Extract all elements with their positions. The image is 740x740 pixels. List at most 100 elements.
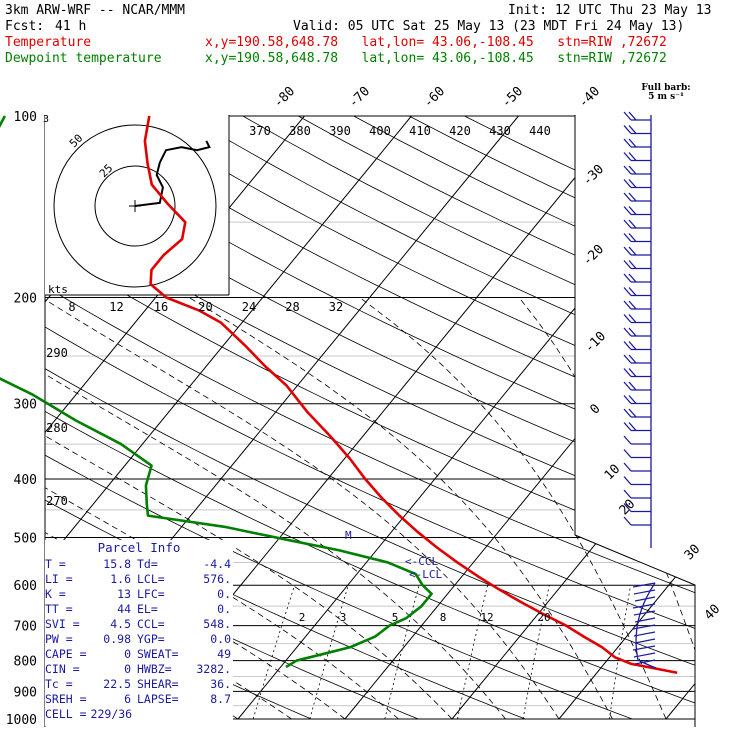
wind-barb xyxy=(623,273,651,283)
dry-adiabat xyxy=(45,115,695,720)
parcel-value: 548. xyxy=(203,617,231,631)
pressure-label: 100 xyxy=(14,110,37,125)
barb-low xyxy=(632,603,656,609)
moist-adiabat xyxy=(518,297,695,720)
barb-flag xyxy=(623,395,632,404)
forecast-label: Fcst: xyxy=(5,19,45,34)
isotherm-label: -40 xyxy=(576,84,603,111)
barb-flag xyxy=(628,206,637,215)
barb-flag xyxy=(628,125,637,134)
theta-label: 430 xyxy=(489,124,511,138)
barb-flag xyxy=(628,341,637,350)
hodo-speed-label: 12 xyxy=(109,300,123,314)
wind-barb xyxy=(623,179,651,189)
parcel-label: K = xyxy=(45,587,66,601)
isotherm-line xyxy=(451,115,695,720)
dewpoint-legend: Dewpoint temperature xyxy=(5,51,162,66)
barb-legend: Full barb: 5 m s⁻¹ xyxy=(630,84,702,102)
valid-time: Valid: 05 UTC Sat 25 May 13 (23 MDT Fri … xyxy=(293,19,685,34)
wind-barb xyxy=(623,503,651,513)
parcel-label: EL= xyxy=(137,602,158,616)
moist-adiabat xyxy=(45,297,453,720)
barb-flag xyxy=(623,233,632,242)
parcel-label xyxy=(138,707,186,722)
parcel-label: LAPSE= xyxy=(137,692,179,706)
dry-adiabat xyxy=(45,115,695,720)
dry-adiabat xyxy=(45,115,695,720)
barb-flag xyxy=(623,219,632,229)
parcel-info-panel: Parcel Info T = 15.8 Td= -4.4 LI = 1.6 LCL= 576… xyxy=(45,540,233,726)
theta-label: 400 xyxy=(369,124,391,138)
wind-barb xyxy=(623,422,651,432)
parcel-value: -4.4 xyxy=(203,557,231,571)
barb-low xyxy=(632,582,656,588)
barb-flag xyxy=(623,314,632,323)
parcel-row: CIN = 0 HWBZ= 3282. xyxy=(45,662,233,677)
parcel-row: CAPE = 0 SWEAT= 49 xyxy=(45,647,233,662)
barb-flag xyxy=(623,273,632,283)
parcel-value: 0 xyxy=(124,647,131,661)
temperature-line xyxy=(143,115,678,674)
barb-flag xyxy=(623,462,632,472)
parcel-label: LI = xyxy=(45,572,73,586)
wind-barb xyxy=(623,489,651,499)
barb-flag xyxy=(623,125,632,134)
isotherm-line xyxy=(665,115,695,720)
barb-flag xyxy=(628,152,637,161)
mixing-ratio-label: 8 xyxy=(440,611,447,624)
isotherm-label: -80 xyxy=(271,84,298,111)
dry-adiabat xyxy=(45,115,695,720)
barb-low-curve xyxy=(635,582,657,669)
theta-label: 420 xyxy=(449,124,471,138)
wind-barb xyxy=(623,246,651,256)
barb-flag xyxy=(628,368,637,377)
wind-barb xyxy=(623,381,651,391)
parcel-value: 15.8 xyxy=(103,557,131,571)
parcel-label: CAPE = xyxy=(45,647,87,661)
barb-legend-line1: Full barb: xyxy=(641,83,691,93)
parcel-value: 576. xyxy=(203,572,231,586)
barb-low xyxy=(634,596,656,602)
barb-flag xyxy=(623,287,632,296)
frame-right xyxy=(574,115,696,727)
barb-flag xyxy=(628,354,637,364)
dry-adiabat xyxy=(464,115,695,720)
barb-flag xyxy=(628,314,637,323)
barb-flag xyxy=(628,165,637,175)
barb-flag xyxy=(623,476,632,485)
dry-adiabat xyxy=(45,115,695,720)
ccl-marker: <-CCL xyxy=(405,555,438,568)
parcel-label: TT = xyxy=(45,602,73,616)
parcel-value: 0. xyxy=(217,587,231,601)
parcel-label: LFC= xyxy=(137,587,165,601)
wind-barb xyxy=(623,368,651,378)
parcel-value: 13 xyxy=(117,587,131,601)
barb-flag xyxy=(623,435,632,445)
isotherm-label: -50 xyxy=(499,84,526,111)
wind-barb xyxy=(623,206,651,216)
parcel-value: 36. xyxy=(210,677,231,691)
parcel-label: YGP= xyxy=(137,632,165,646)
barb-flag xyxy=(628,408,637,418)
moist-adiabat xyxy=(643,297,695,720)
parcel-label: HWBZ= xyxy=(137,662,172,676)
parcel-value: 49 xyxy=(217,647,231,661)
barb-flag xyxy=(628,219,637,229)
wind-barb xyxy=(623,138,651,148)
forecast-hour: 41 h xyxy=(55,19,87,34)
parcel-value: 3282. xyxy=(196,662,231,676)
parcel-value: 0 xyxy=(124,662,131,676)
barb-flag xyxy=(623,381,632,391)
wind-barb xyxy=(623,476,651,486)
mixing-ratio-label: 12 xyxy=(480,611,493,624)
barb-flag xyxy=(623,165,632,175)
barb-flag xyxy=(623,138,632,148)
wind-barb xyxy=(623,152,651,162)
pressure-label: 700 xyxy=(14,620,37,635)
wind-barb xyxy=(623,125,651,135)
temperature-location: x,y=190.58,648.78 lat,lon= 43.06,-108.45… xyxy=(205,35,667,50)
parcel-value: 22.5 xyxy=(103,677,131,691)
temperature-legend: Temperature xyxy=(5,35,92,50)
